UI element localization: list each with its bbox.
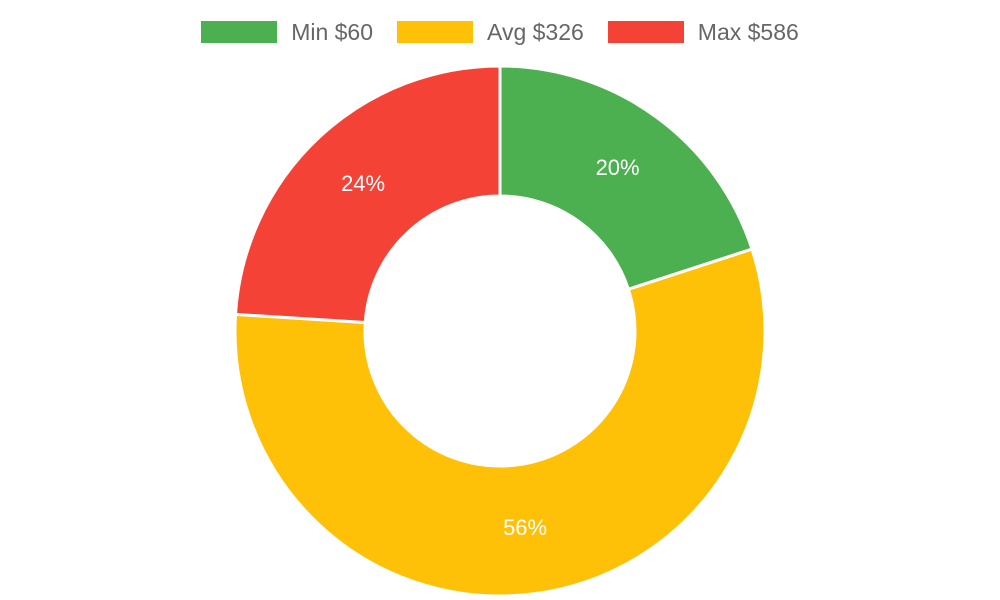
chart-legend: Min $60 Avg $326 Max $586 <box>0 16 1000 48</box>
slice-label-min: 20% <box>596 155 640 180</box>
slices-layer <box>233 64 767 598</box>
legend-label-min: Min $60 <box>291 18 374 45</box>
legend-item-avg[interactable]: Avg $326 <box>397 19 584 46</box>
slice-avg[interactable] <box>233 247 767 598</box>
legend-swatch-min <box>201 21 278 43</box>
slice-label-avg: 56% <box>503 515 547 540</box>
slice-labels-layer: 20% 56% 24% <box>341 155 640 540</box>
legend-label-avg: Avg $326 <box>487 18 584 45</box>
legend-swatch-max <box>607 21 684 43</box>
slice-max[interactable] <box>233 64 502 325</box>
legend-item-min[interactable]: Min $60 <box>201 19 373 46</box>
legend-item-max[interactable]: Max $586 <box>607 18 799 46</box>
slice-label-max: 24% <box>341 171 385 196</box>
slice-min[interactable] <box>498 64 754 292</box>
legend-swatch-avg <box>397 21 474 43</box>
legend-label-max: Max $586 <box>697 18 799 45</box>
